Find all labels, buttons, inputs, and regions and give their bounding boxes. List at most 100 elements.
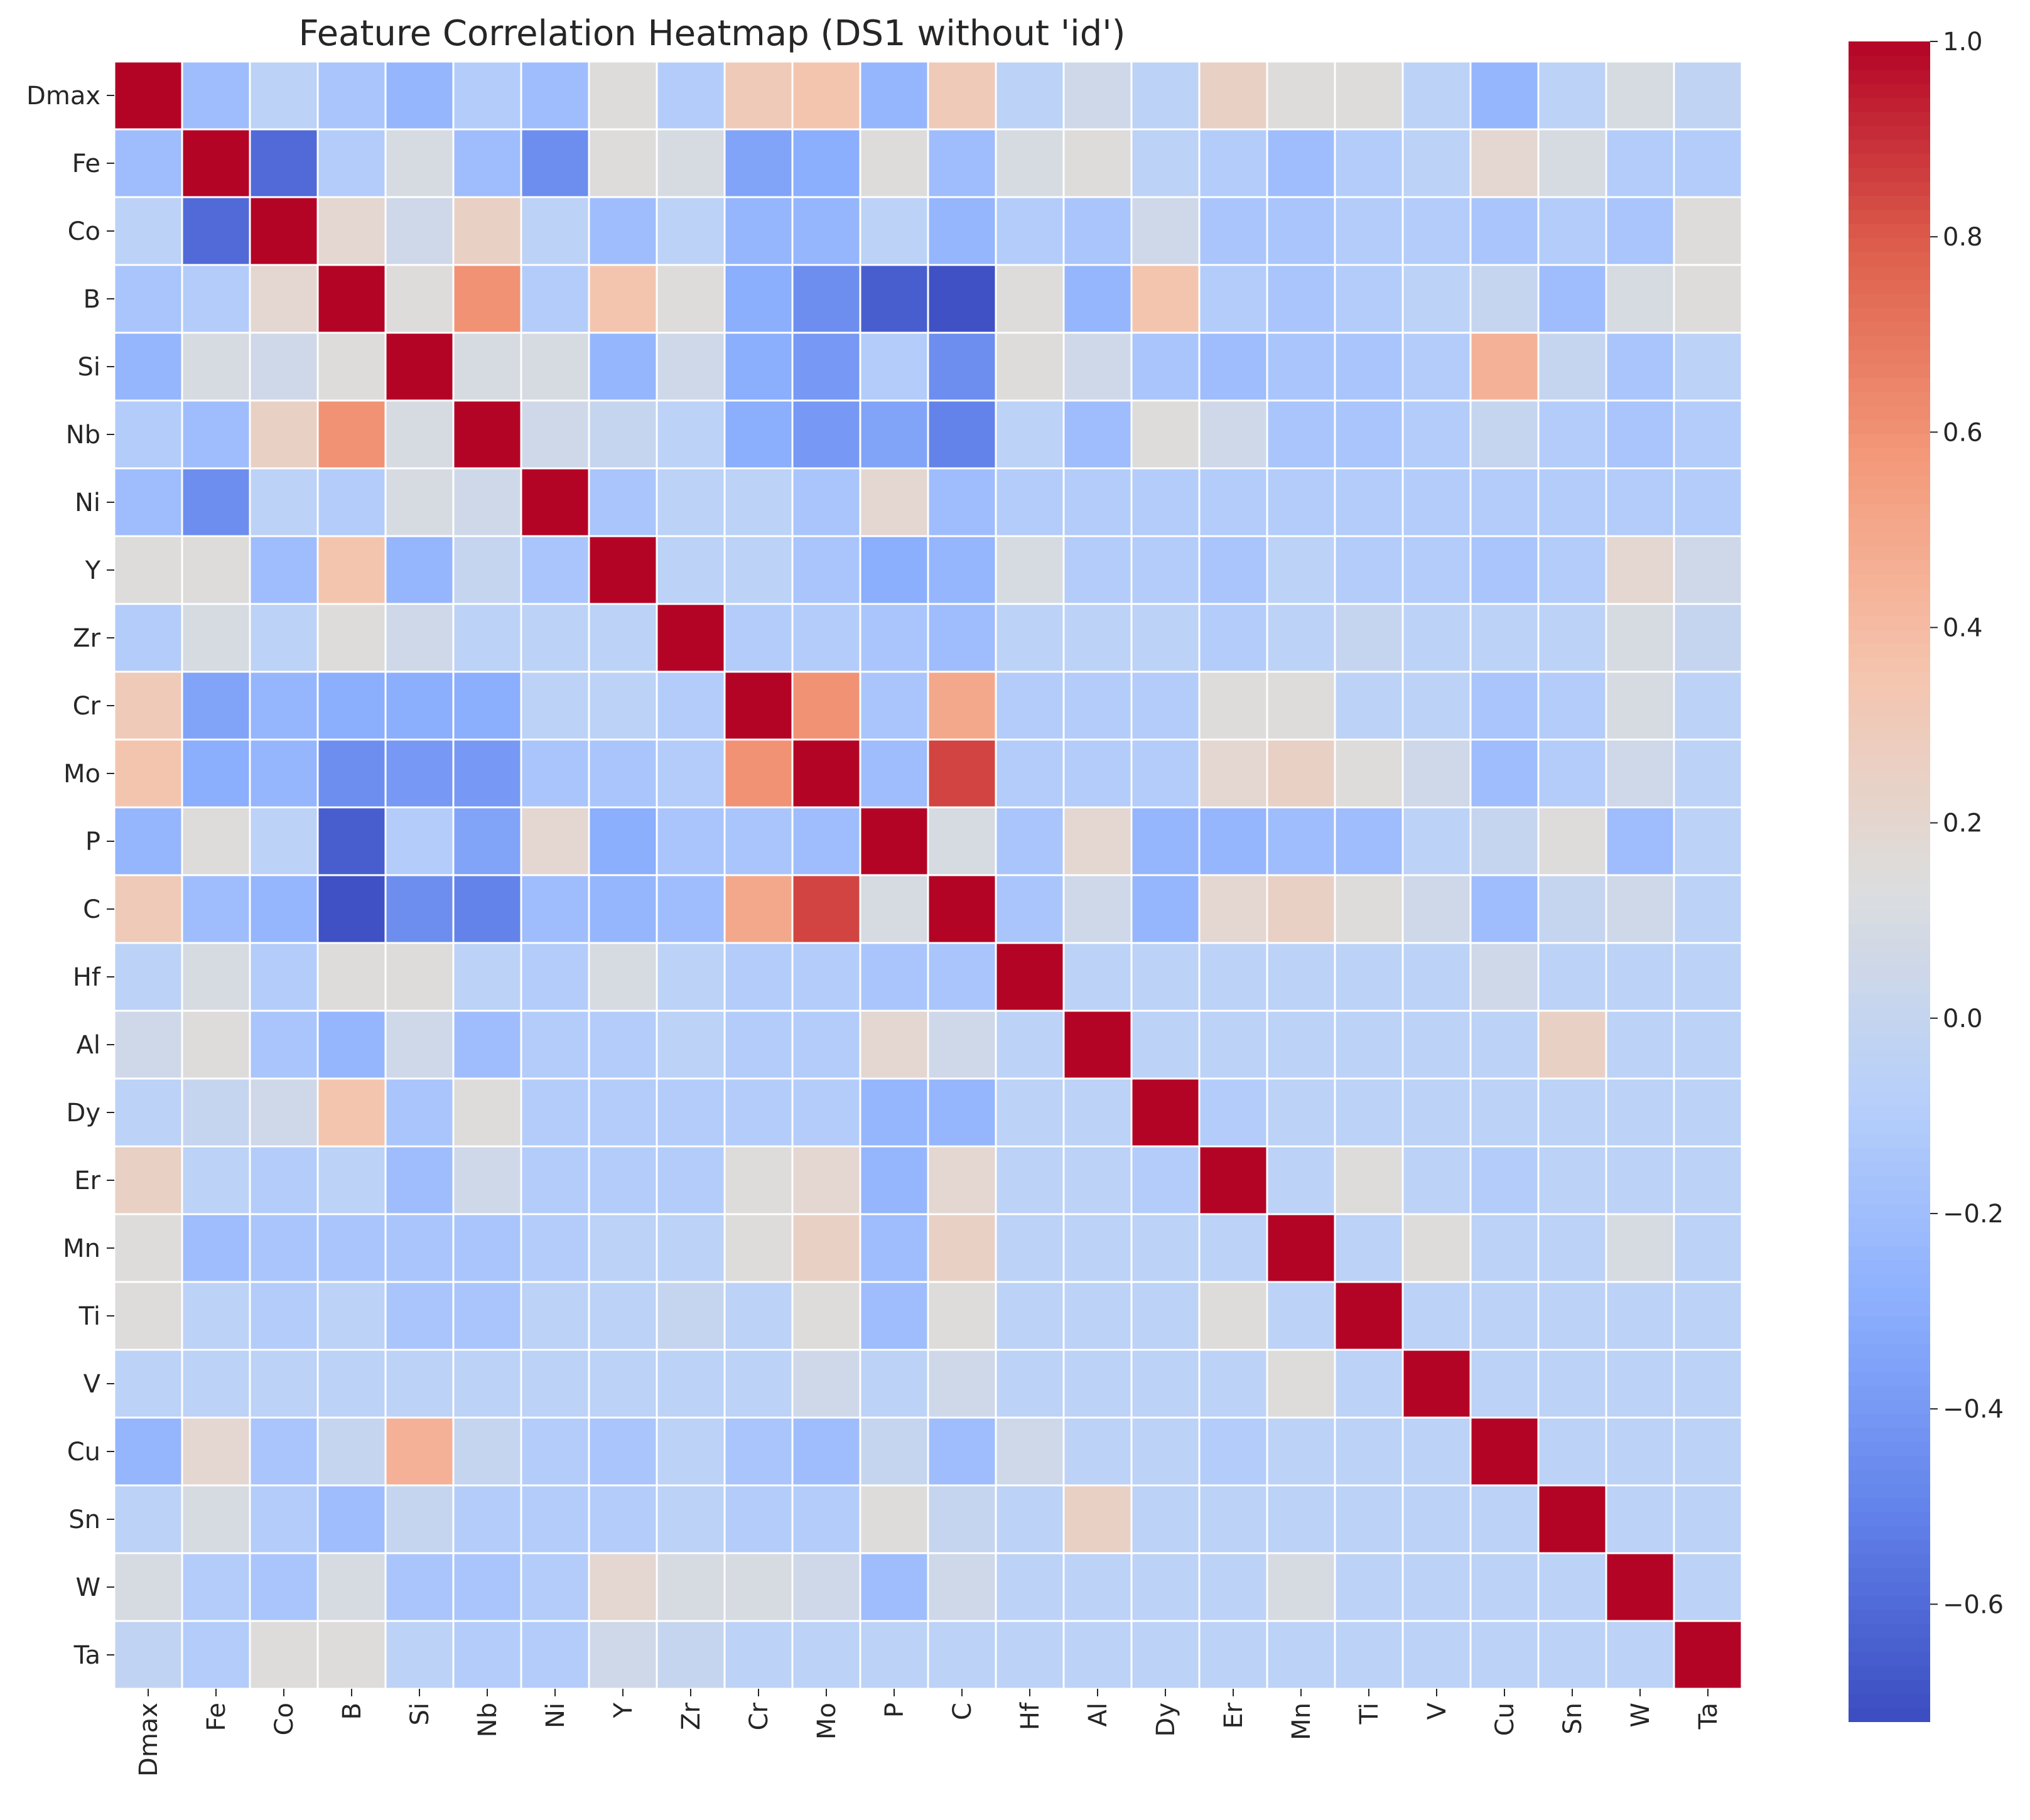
heatmap-cell: [1469, 1416, 1540, 1487]
heatmap-cell: [1401, 1077, 1472, 1148]
heatmap-cell: [1062, 1620, 1133, 1690]
heatmap-cell: [656, 738, 726, 809]
x-tick-label: Dmax: [134, 1703, 163, 1777]
colorbar-segment: [1849, 1399, 1930, 1414]
heatmap-cell: [1401, 196, 1472, 266]
heatmap-cell: [723, 535, 794, 605]
heatmap-cell: [316, 603, 387, 673]
heatmap-cell: [723, 264, 794, 334]
heatmap-cell: [1266, 1145, 1336, 1215]
colorbar-tick-label: 0.6: [1943, 418, 1983, 447]
heatmap-cell: [181, 806, 251, 876]
colorbar-segment: [1849, 69, 1930, 84]
heatmap-cell: [1537, 670, 1607, 741]
heatmap-cell: [995, 60, 1065, 131]
heatmap-cell: [588, 60, 658, 131]
heatmap-cell: [723, 1484, 794, 1554]
heatmap-cell: [1469, 196, 1540, 266]
x-tick-label: Ta: [1694, 1703, 1723, 1730]
heatmap-cell: [1266, 1484, 1336, 1554]
y-tick-label: Mo: [63, 760, 100, 789]
x-tick-label: Mo: [813, 1703, 841, 1740]
heatmap-cell: [588, 1552, 658, 1622]
colorbar-segment: [1849, 685, 1930, 701]
colorbar-segment: [1849, 1693, 1930, 1708]
heatmap-cell: [1130, 738, 1201, 809]
heatmap-cell: [384, 128, 455, 198]
heatmap-cell: [656, 1010, 726, 1080]
heatmap-cell: [520, 1281, 590, 1351]
heatmap-cell: [384, 738, 455, 809]
heatmap-cell: [249, 1077, 319, 1148]
heatmap-cell: [1469, 738, 1540, 809]
heatmap-cell: [316, 1349, 387, 1419]
heatmap-cell: [927, 1145, 997, 1215]
heatmap-cell: [1062, 1552, 1133, 1622]
heatmap-cell: [859, 1484, 929, 1554]
heatmap-cell: [316, 806, 387, 876]
heatmap-cell: [384, 264, 455, 334]
heatmap-cell: [452, 331, 522, 402]
heatmap-cell: [859, 1416, 929, 1487]
heatmap-cell: [249, 264, 319, 334]
heatmap-cell: [1537, 128, 1607, 198]
heatmap-cell: [1334, 128, 1404, 198]
y-tick-label: W: [75, 1573, 100, 1602]
heatmap-cell: [181, 1620, 251, 1690]
heatmap-cell: [1130, 128, 1201, 198]
heatmap-cell: [1605, 1213, 1675, 1283]
heatmap-cell: [1673, 942, 1743, 1012]
colorbar-segment: [1849, 1217, 1930, 1232]
heatmap-cell: [791, 806, 861, 876]
colorbar-segment: [1849, 713, 1930, 728]
heatmap-cell: [1673, 670, 1743, 741]
heatmap-cell: [927, 1416, 997, 1487]
heatmap-cell: [384, 60, 455, 131]
heatmap-cell: [249, 535, 319, 605]
heatmap-cell: [1673, 1281, 1743, 1351]
heatmap-cell: [588, 399, 658, 470]
heatmap-cell: [1334, 60, 1404, 131]
colorbar-segment: [1849, 1133, 1930, 1148]
heatmap-cell: [1537, 1484, 1607, 1554]
heatmap-cell: [1401, 128, 1472, 198]
colorbar-segment: [1849, 545, 1930, 561]
heatmap-cell: [859, 535, 929, 605]
heatmap-cell: [1266, 874, 1336, 944]
y-tick-label: Ta: [73, 1641, 100, 1670]
heatmap-cell: [723, 128, 794, 198]
heatmap-cell: [1605, 670, 1675, 741]
heatmap-cell: [1537, 1077, 1607, 1148]
heatmap-cell: [452, 60, 522, 131]
colorbar-segment: [1849, 153, 1930, 168]
heatmap-cell: [113, 331, 183, 402]
heatmap-cell: [1198, 1349, 1268, 1419]
heatmap-cell: [995, 1484, 1065, 1554]
heatmap-cell: [723, 806, 794, 876]
heatmap-cell: [181, 60, 251, 131]
y-tick-label: Cr: [73, 692, 101, 721]
heatmap-cell: [859, 806, 929, 876]
x-tick-label: Co: [270, 1703, 299, 1735]
heatmap-cell: [723, 1145, 794, 1215]
colorbar-segment: [1849, 1175, 1930, 1190]
heatmap-cell: [1334, 196, 1404, 266]
heatmap-cell: [1401, 1213, 1472, 1283]
heatmap-cell: [995, 1349, 1065, 1419]
heatmap-cell: [1537, 264, 1607, 334]
heatmap-cell: [1198, 128, 1268, 198]
heatmap-cell: [588, 1010, 658, 1080]
colorbar-segment: [1849, 811, 1930, 826]
heatmap-cell: [1130, 1010, 1201, 1080]
colorbar-segment: [1849, 797, 1930, 812]
colorbar-segment: [1849, 475, 1930, 490]
heatmap-cell: [791, 1281, 861, 1351]
colorbar-segment: [1849, 895, 1930, 910]
heatmap-cell: [656, 264, 726, 334]
colorbar-segment: [1849, 251, 1930, 266]
heatmap-cell: [1198, 1281, 1268, 1351]
heatmap-cell: [1469, 670, 1540, 741]
heatmap-cell: [588, 874, 658, 944]
heatmap-cell: [927, 60, 997, 131]
heatmap-cell: [249, 128, 319, 198]
